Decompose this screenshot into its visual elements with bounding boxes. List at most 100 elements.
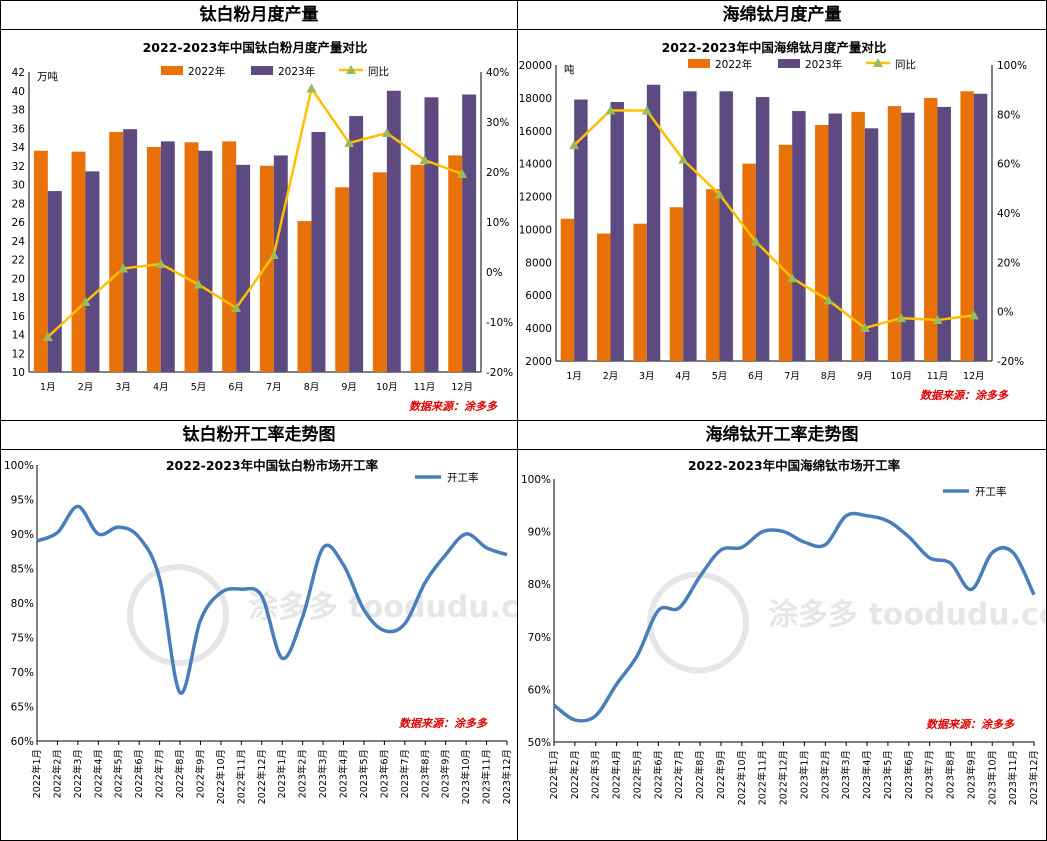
yoy-marker [268,250,279,259]
x-tick-label: 2023年9月 [440,749,452,798]
bar-2022 [633,223,647,361]
y-tick-label: 100% [521,474,551,486]
bar-2023 [574,99,588,362]
y-tick-label: 18000 [519,93,552,105]
y-tick-label: 75% [11,633,34,645]
yoy-marker [678,154,689,164]
legend-swatch-2022 [161,66,183,75]
x-tick-label: 2023年8月 [945,750,957,799]
legend-swatch-2023 [778,59,800,68]
x-tick-label: 2022年5月 [113,749,125,798]
bar-2022 [297,221,312,372]
yoy-marker [932,315,943,325]
panel-sponge-ti-production: 海绵钛月度产量 2022-2023年中国海绵钛月度产量对比 2000 4000 600… [517,0,1047,421]
x-tick-label: 2022年9月 [194,749,206,798]
y-tick-label: 60% [528,684,551,696]
y-tick-label: 30 [12,180,25,192]
legend-label-2023: 2023年 [805,58,842,71]
bar-2022 [597,233,611,361]
x-tick-label: 2023年12月 [501,749,513,804]
bar-2022 [924,97,938,361]
y-tick-label: 22 [12,255,25,267]
x-tick-label: 2022年12月 [256,749,268,804]
x-tick-label: 2022年1月 [31,749,43,798]
x-tick-label: 2022年5月 [631,750,643,799]
x-tick-label: 2023年8月 [419,749,431,798]
bar-2023 [311,132,326,372]
x-tick-label: 4月 [675,371,691,382]
y-tick-label: 70% [11,667,34,679]
bar-2022 [742,163,756,361]
bar-2023 [198,150,213,372]
bar-2023 [646,84,661,361]
bar-2022 [372,172,387,372]
y2-tick-label: 10% [486,217,509,229]
bar-2023 [236,164,251,372]
x-tick-label: 9月 [341,382,357,393]
bar-2022 [222,141,237,372]
panel-tio2-operating-rate: 钛白粉开工率走势图 2022-2023年中国钛白粉市场开工率涂多多 toodud… [0,420,518,841]
x-tick-label: 2022年8月 [174,749,186,798]
bar-2023 [386,90,401,372]
panel-header: 钛白粉开工率走势图 [1,421,517,450]
yoy-marker [457,169,468,178]
y-tick-label: 26 [12,217,26,229]
x-tick-label: 2022年4月 [611,750,623,799]
yoy-marker [787,273,798,283]
bar-2023 [610,102,624,361]
y-tick-label: 14 [12,330,26,342]
yoy-marker [193,279,204,289]
yoy-marker [118,263,129,273]
yoy-line [46,85,463,338]
sponge-ti-production-chart: 2022-2023年中国海绵钛月度产量对比 2000 4000 6000 8000 100… [519,40,1027,402]
x-tick-label: 2023年7月 [399,749,411,798]
y2-tick-label: -10% [486,317,513,329]
y-tick-label: 85% [11,564,34,576]
yoy-line [573,109,974,330]
x-tick-label: 11月 [927,371,949,382]
data-source-note: 数据来源：涂多多 [926,718,1015,731]
y-tick-label: 70% [528,632,551,644]
yoy-marker [750,236,761,246]
y-tick-label: 90% [528,527,551,539]
x-tick-label: 2023年9月 [965,750,977,799]
bar-2023 [937,106,951,361]
x-tick-label: 2023年6月 [903,750,915,799]
chart-title: 2022-2023年中国钛白粉市场开工率 [166,458,379,473]
y-axis-unit: 吨 [564,63,575,76]
y-tick-label: 95% [11,495,34,507]
x-tick-label: 2022年8月 [694,750,706,799]
chart-title: 2022-2023年中国海绵钛市场开工率 [688,458,901,473]
yoy-marker [714,189,725,199]
yoy-marker [231,303,242,312]
x-tick-label: 2022年2月 [569,750,581,799]
bar-2023 [123,129,138,372]
legend-label-2023: 2023年 [278,65,315,78]
y-tick-label: 10000 [519,224,552,236]
x-tick-label: 3月 [115,382,131,393]
y-tick-label: 18 [12,292,25,304]
x-tick-label: 6月 [228,382,244,393]
y-tick-label: 8000 [525,257,552,269]
x-tick-label: 2022年9月 [715,750,727,799]
x-tick-label: 2023年4月 [338,749,350,798]
y-tick-label: 12 [12,348,25,360]
watermark-text: 涂多多 toodudu.com [768,598,1046,633]
watermark-text: 涂多多 toodudu.com [248,590,517,625]
yoy-marker [823,295,834,305]
yoy-marker [42,332,53,341]
y-tick-label: 42 [12,67,25,79]
x-tick-label: 1月 [566,371,582,382]
y2-tick-label: 0% [997,307,1014,319]
yoy-marker [80,297,91,306]
bar-2022 [448,155,463,372]
bar-2022 [851,111,865,361]
y-tick-label: 14000 [519,159,552,171]
legend-label-rate: 开工率 [447,471,479,484]
y2-tick-label: -20% [997,356,1024,368]
x-tick-label: 2023年2月 [819,750,831,799]
x-tick-label: 1月 [40,382,56,393]
bar-2023 [719,91,733,362]
x-tick-label: 7月 [784,371,800,382]
